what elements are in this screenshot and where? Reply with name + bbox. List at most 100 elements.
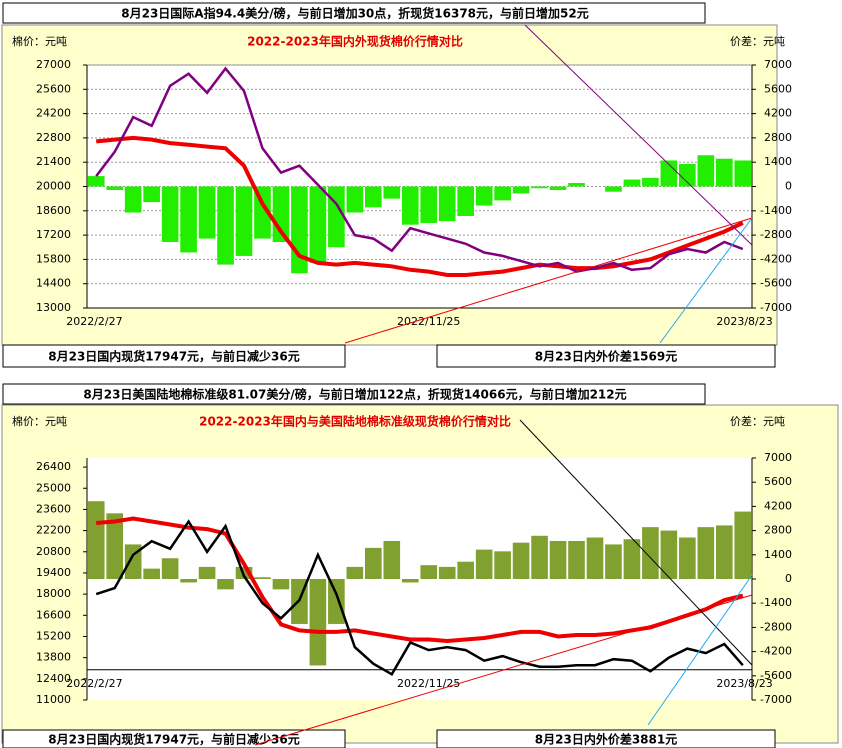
- bar: [549, 186, 567, 190]
- bar: [623, 539, 641, 579]
- x-tick-label: 2022/11/25: [397, 677, 460, 690]
- x-tick-label: 2022/2/27: [66, 677, 122, 690]
- bar: [438, 186, 456, 222]
- chart-title: 2022-2023年国内外现货棉价行情对比: [247, 34, 463, 49]
- bar: [346, 566, 364, 579]
- footer-box: [436, 344, 776, 368]
- y2-tick-label: -1400: [760, 204, 792, 217]
- bar: [254, 577, 271, 579]
- bar: [401, 186, 419, 225]
- y2-tick-label: -7000: [760, 693, 792, 706]
- bar: [328, 579, 345, 624]
- y-tick-label: 20000: [36, 180, 71, 193]
- bar: [309, 186, 327, 263]
- y2-tick-label: -1400: [760, 596, 792, 609]
- bar: [365, 547, 382, 579]
- bar: [457, 561, 474, 579]
- x-tick-label: 2022/11/25: [397, 315, 460, 328]
- line: [95, 66, 744, 273]
- bar: [161, 186, 179, 243]
- trend-line: [524, 24, 753, 246]
- bar: [87, 176, 105, 187]
- line: [96, 135, 744, 277]
- bar: [494, 186, 511, 201]
- y2-tick-label: -4200: [760, 645, 792, 658]
- y2-tick-label: 1400: [764, 548, 792, 561]
- trend-line: [647, 574, 753, 726]
- bar: [309, 579, 327, 666]
- bar: [420, 186, 438, 223]
- x-tick-label: 2023/8/23: [716, 677, 772, 690]
- x-tick-label: 2022/2/27: [66, 315, 122, 328]
- y-tick-label: 22800: [36, 131, 71, 144]
- y-axis-label: 棉价：元吨: [12, 34, 67, 48]
- bar: [679, 163, 696, 187]
- trend-line: [344, 217, 753, 344]
- y-tick-label: 13800: [36, 651, 71, 664]
- x-tick-label: 2023/8/23: [716, 315, 772, 328]
- y-tick-label: 25000: [36, 481, 71, 494]
- y-tick-label: 26400: [36, 460, 71, 473]
- bar: [87, 501, 105, 579]
- bar: [438, 566, 456, 579]
- plot-area: [87, 458, 752, 700]
- y2-tick-label: 7000: [764, 58, 792, 71]
- y2-tick-label: -5600: [760, 669, 792, 682]
- bar: [328, 186, 345, 248]
- y2-tick-label: -2800: [760, 620, 792, 633]
- y2-axis-label: 价差：元吨: [730, 414, 785, 428]
- y-tick-label: 13000: [36, 301, 71, 314]
- bar: [291, 186, 308, 274]
- y-tick-label: 23600: [36, 502, 71, 515]
- y2-tick-label: -5600: [760, 277, 792, 290]
- y-tick-label: 16600: [36, 608, 71, 621]
- line: [95, 519, 744, 677]
- y2-tick-label: 2800: [764, 524, 792, 537]
- bar: [605, 544, 622, 579]
- y-tick-label: 20800: [36, 545, 71, 558]
- y2-tick-label: 5600: [764, 475, 792, 488]
- bar: [198, 566, 216, 579]
- y2-tick-label: 1400: [764, 155, 792, 168]
- footer-right: 8月23日内外价差1569元: [535, 349, 677, 364]
- y2-tick-label: 5600: [764, 82, 792, 95]
- y-tick-label: 18000: [36, 587, 71, 600]
- bar: [401, 579, 419, 583]
- bar: [365, 186, 382, 208]
- footer-box: [2, 344, 346, 368]
- bar: [494, 551, 511, 579]
- bar: [217, 186, 234, 265]
- y2-tick-label: 0: [785, 572, 792, 585]
- bar: [106, 513, 124, 579]
- bar: [715, 158, 733, 187]
- y2-tick-label: 0: [785, 180, 792, 193]
- bar: [106, 186, 124, 190]
- bar: [660, 530, 678, 579]
- bar: [549, 540, 567, 579]
- footer-right: 8月23日内外价差3881元: [535, 732, 677, 747]
- bar: [679, 537, 696, 579]
- y-tick-label: 22200: [36, 524, 71, 537]
- bar: [383, 186, 401, 199]
- bar: [642, 527, 659, 579]
- bar: [475, 549, 493, 579]
- y2-tick-label: -7000: [760, 301, 792, 314]
- bar: [605, 186, 622, 192]
- y-tick-label: 27000: [36, 58, 71, 71]
- y-tick-label: 21400: [36, 155, 71, 168]
- bar: [420, 565, 438, 579]
- bar: [383, 540, 401, 579]
- footer-left: 8月23日国内现货17947元，与前日减少36元: [48, 349, 300, 364]
- y2-tick-label: 7000: [764, 451, 792, 464]
- y-tick-label: 15200: [36, 629, 71, 642]
- bar: [697, 155, 715, 187]
- bar: [512, 542, 530, 579]
- header: 8月23日美国陆地棉标准级81.07美分/磅，与前日增加122点，折现货1406…: [83, 387, 626, 402]
- header-box: [2, 2, 706, 24]
- y-tick-label: 24200: [36, 107, 71, 120]
- y2-tick-label: 4200: [764, 107, 792, 120]
- y2-axis-label: 价差：元吨: [730, 34, 785, 48]
- footer-left: 8月23日国内现货17947元，与前日减少36元: [48, 732, 300, 747]
- footer-box: [436, 729, 776, 748]
